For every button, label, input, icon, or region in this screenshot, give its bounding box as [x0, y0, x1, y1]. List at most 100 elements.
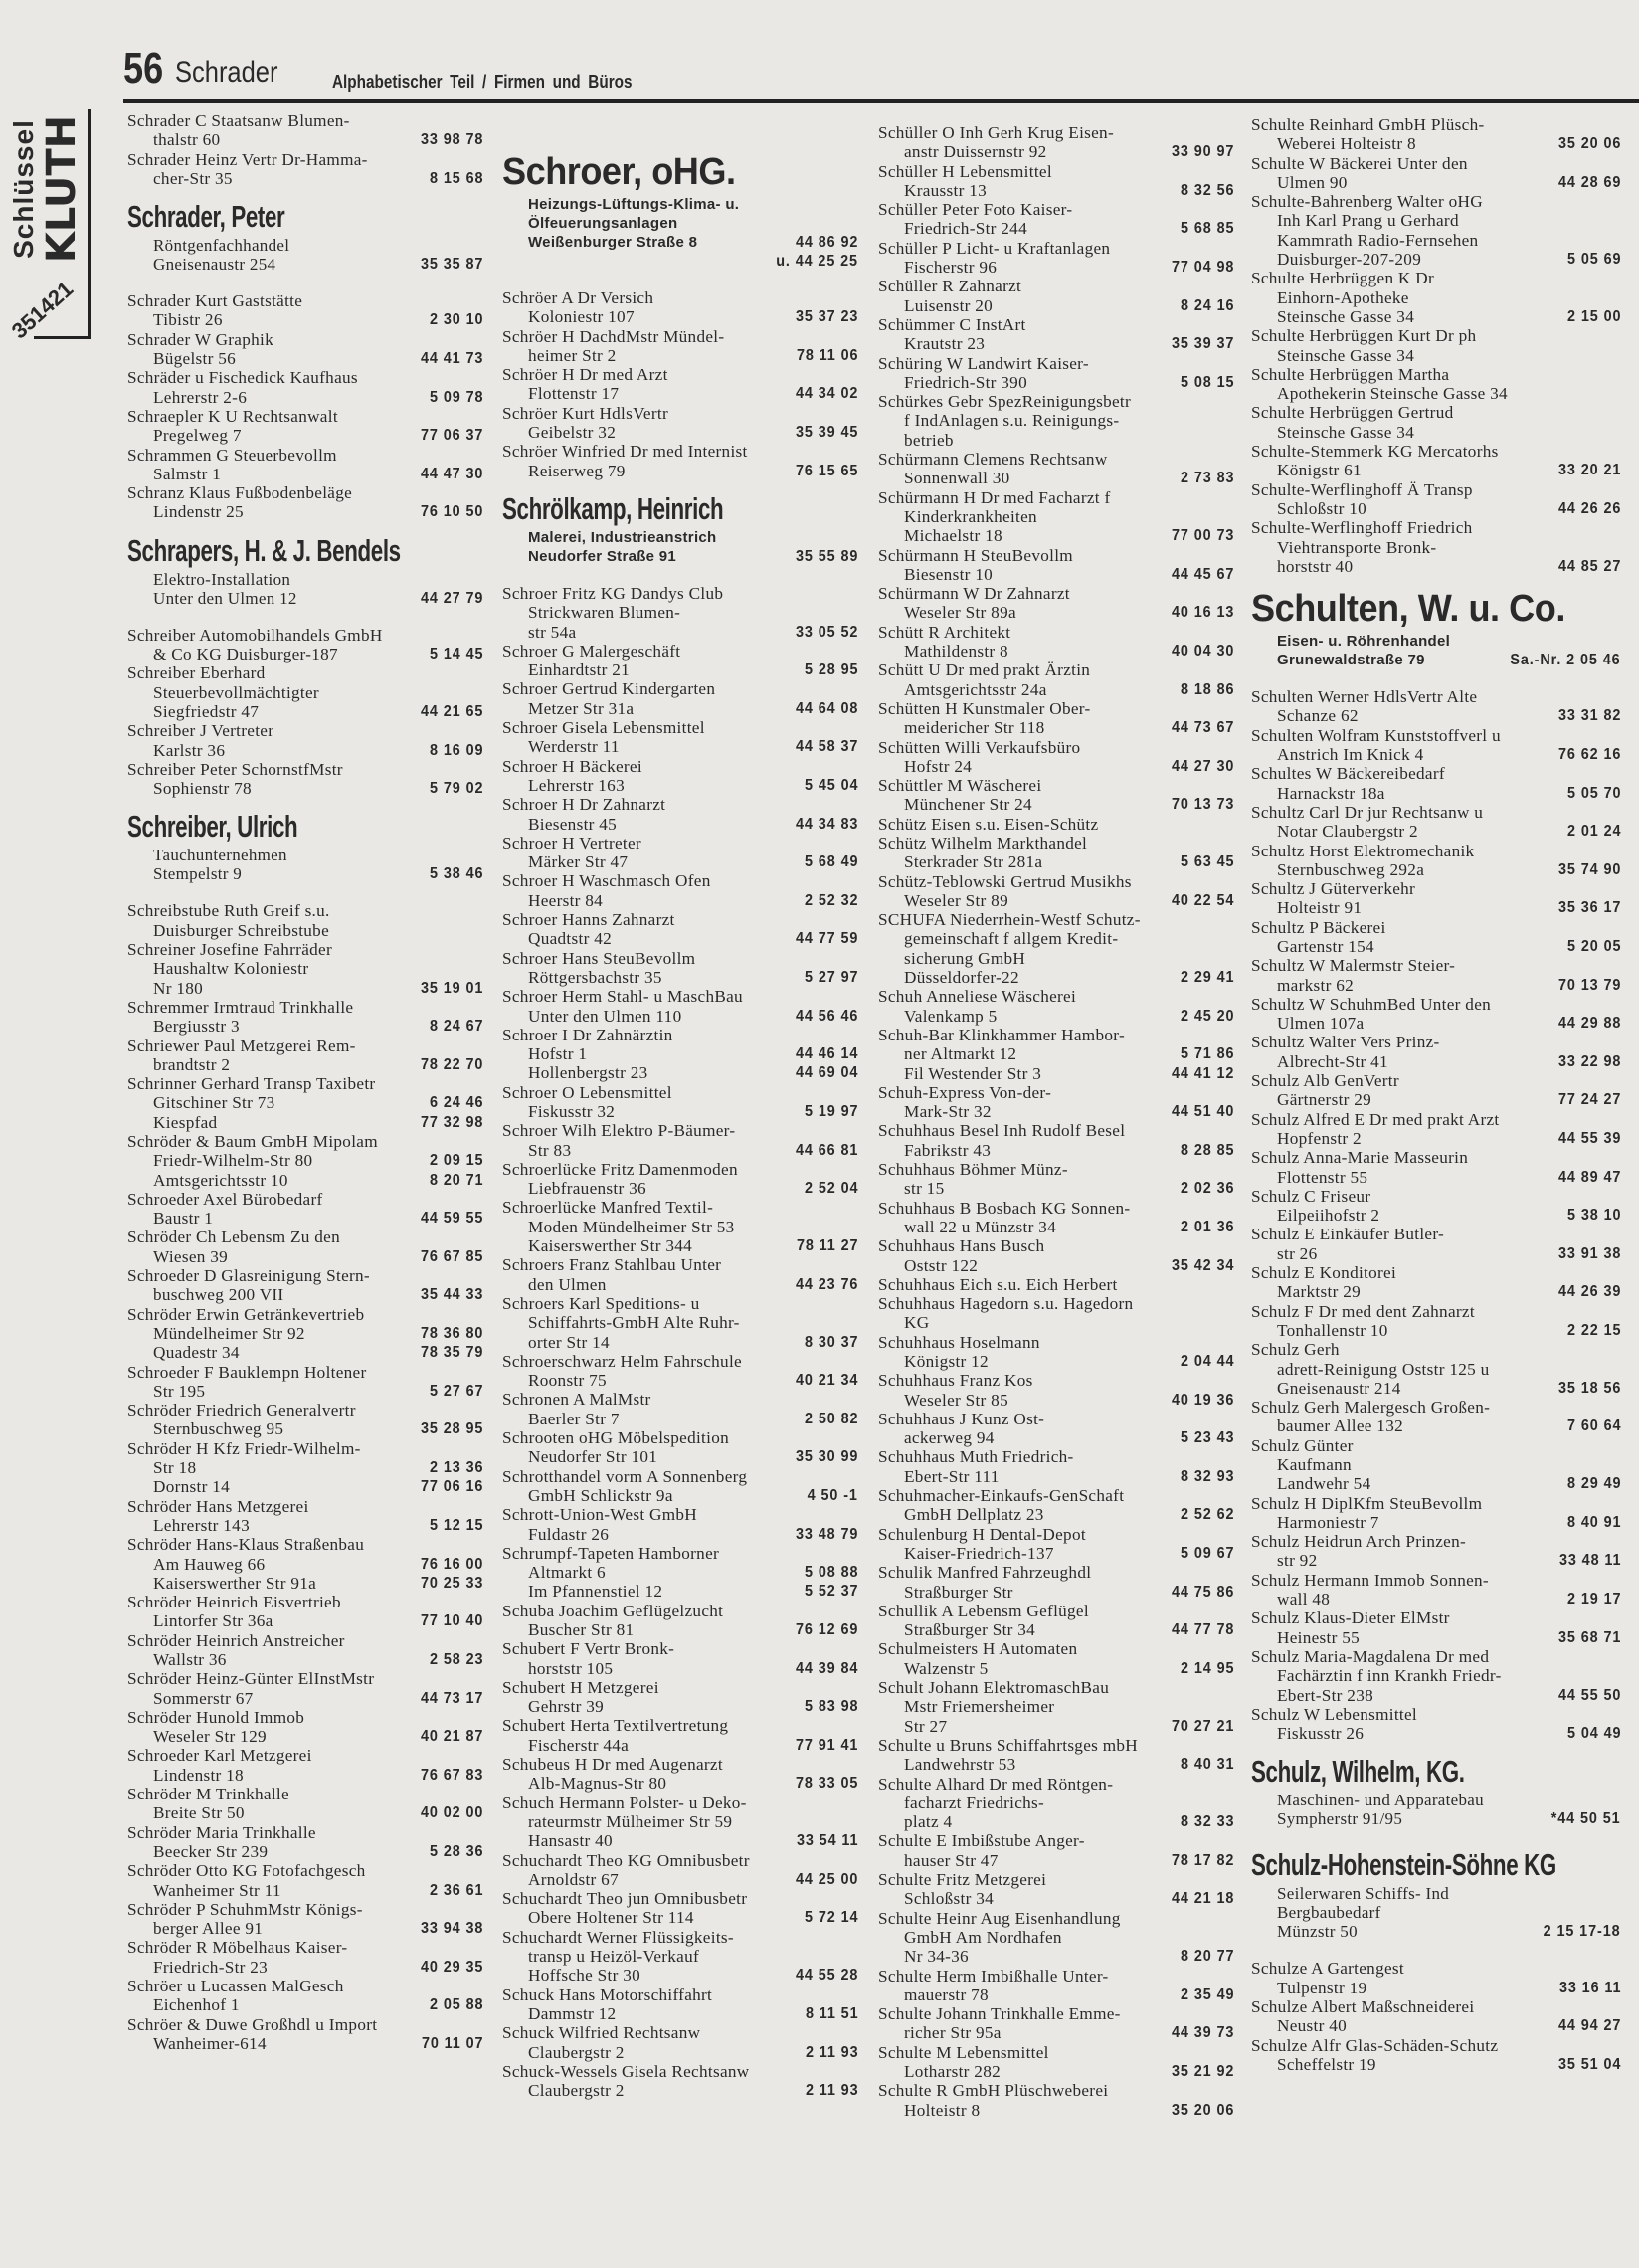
- listing-entry: Schröder Hunold Immob Weseler Str 129 40 2…: [127, 1708, 483, 1747]
- listing-text: Schroer G Malergeschäft: [502, 641, 681, 661]
- listing-text: meidericher Str 118: [904, 718, 1045, 738]
- listing-entry: Schreiner Josefine Fahrräder Haushaltw Ko…: [127, 940, 483, 998]
- phone-number: 76 16 00: [420, 1555, 483, 1573]
- phone-number: 35 20 06: [1171, 2101, 1234, 2119]
- listing-line: Schulten Werner HdlsVertr Alte: [1251, 687, 1621, 706]
- listing-text: Dornstr 14: [153, 1477, 230, 1497]
- listing-line: Schroeder Axel Bürobedarf: [127, 1190, 483, 1209]
- phone-number: 35 18 56: [1557, 1379, 1621, 1397]
- listing-text: Schrott-Union-West GmbH: [502, 1505, 697, 1525]
- listing-line: transp u Heizöl-Verkauf: [502, 1947, 858, 1966]
- listing-text: Schubert H Metzgerei: [502, 1677, 659, 1697]
- listing-text: Schultz W Malermstr Steier-: [1251, 956, 1456, 976]
- listing-text: Harmoniestr 7: [1277, 1512, 1379, 1532]
- listing-text: Heinestr 55: [1277, 1627, 1361, 1647]
- listing-text: Unter den Ulmen 12: [153, 588, 297, 608]
- listing-line: Schultz J Güterverkehr: [1251, 879, 1621, 898]
- listing-line: & Co KG Duisburger-187 5 14 45: [127, 645, 483, 663]
- listing-text: facharzt Friedrichs-: [904, 1793, 1045, 1812]
- listing-entry: Schubeus H Dr med Augenarzt Alb-Magnus-St…: [502, 1755, 858, 1794]
- listing-line: sicherung GmbH: [878, 949, 1234, 968]
- listing-line: Pregelweg 7 77 06 37: [127, 426, 483, 445]
- listing-line: Weseler Str 85 40 19 36: [878, 1391, 1234, 1410]
- listing-line: Schreiber Automobilhandels GmbH: [127, 626, 483, 645]
- listing-line: Schulte M Lebensmittel: [878, 2043, 1234, 2062]
- listing-text: Schreibstube Ruth Greif s.u.: [127, 901, 330, 921]
- listing-text: Kaiser-Friedrich-137: [904, 1543, 1054, 1563]
- listing-text: Schulze A Gartengest: [1251, 1959, 1404, 1979]
- listing-text: Biesenstr 45: [528, 814, 618, 834]
- listing-text: Münzstr 50: [1277, 1922, 1358, 1942]
- listing-text: Lotharstr 282: [904, 2061, 1001, 2081]
- listing-text: Weseler Str 129: [153, 1727, 267, 1747]
- listing-line: Schröder Hunold Immob: [127, 1708, 483, 1727]
- listing-text: Schulz Anna-Marie Masseurin: [1251, 1148, 1469, 1168]
- listing-text: Schröer Winfried Dr med Internist: [502, 442, 748, 462]
- phone-number: 33 48 11: [1558, 1552, 1621, 1570]
- listing-text: Schranz Klaus Fußbodenbeläge: [127, 483, 353, 503]
- listing-line: Weseler Str 89 40 22 54: [878, 891, 1234, 910]
- listing-text: Münchener Str 24: [904, 795, 1032, 815]
- listing-line: Schroer I Dr Zahnärztin: [502, 1026, 858, 1044]
- listing-text: Sonnenwall 30: [904, 469, 1010, 488]
- listing-text: wall 22 u Münzstr 34: [904, 1217, 1057, 1236]
- listing-line: den Ulmen 44 23 76: [502, 1275, 858, 1294]
- listing-text: Metzer Str 31a: [528, 698, 635, 718]
- listing-line: Ulmen 90 44 28 69: [1251, 173, 1621, 192]
- listing-line: Fiskusstr 32 5 19 97: [502, 1102, 858, 1121]
- listing-text: Schuhhaus Muth Friedrich-: [878, 1447, 1074, 1467]
- listing-text: horststr 105: [528, 1658, 614, 1678]
- listing-line: Schröder Friedrich Generalvertr: [127, 1401, 483, 1419]
- phone-number: 44 58 37: [795, 738, 858, 756]
- phone-number: 78 22 70: [420, 1055, 483, 1073]
- listing-text: Fuldastr 26: [528, 1524, 610, 1544]
- listing-text: heimer Str 2: [528, 345, 617, 365]
- listing-entry: Schuchardt Werner Flüssigkeits-transp u …: [502, 1928, 858, 1985]
- listing-entry: Schrader Kurt Gaststätte Tibistr 26 2 30 1…: [127, 291, 483, 330]
- listing-line: horststr 40 44 85 27: [1251, 557, 1621, 576]
- phone-number: 76 12 69: [795, 1621, 858, 1638]
- listing-entry: Schreibstube Ruth Greif s.u. Duisburger S…: [127, 901, 483, 940]
- listing-line: brandtstr 2 78 22 70: [127, 1055, 483, 1074]
- phone-number: 8 24 67: [429, 1018, 483, 1036]
- listing-line: richer Str 95a 44 39 73: [878, 2023, 1234, 2042]
- listing-line: Schröer H Dr med Arzt: [502, 365, 858, 384]
- listing-text: Hansastr 40: [528, 1831, 613, 1851]
- listing-text: Friedrich-Str 244: [904, 219, 1027, 239]
- listing-text: Fil Westender Str 3: [904, 1063, 1042, 1083]
- phone-number: 8 18 86: [1180, 680, 1234, 698]
- phone-number: 44 51 40: [1171, 1103, 1234, 1121]
- listing-line: Schröer H DachdMstr Mündel-: [502, 327, 858, 346]
- phone-number: 5 38 10: [1566, 1207, 1621, 1225]
- listing-line: Schuck Hans Motorschiffahrt: [502, 1985, 858, 2004]
- listing-entry: Schulte R GmbH Plüschweberei Holteistr 8 3…: [878, 2081, 1234, 2120]
- listing-text: Schüttler M Wäscherei: [878, 776, 1042, 796]
- logo-text-schluessel: Schlüssel: [8, 119, 39, 259]
- listing-line: Stempelstr 9 5 38 46: [127, 864, 483, 883]
- listing-text: Tibistr 26: [153, 310, 223, 330]
- listing-text: Schulz Heidrun Arch Prinzen-: [1251, 1532, 1467, 1552]
- phone-number: 44 21 65: [420, 702, 483, 720]
- listing-line: Schroeder F Bauklempn Holtener: [127, 1363, 483, 1382]
- listing-line: Schroer Gisela Lebensmittel: [502, 718, 858, 737]
- listing-line: Alb-Magnus-Str 80 78 33 05: [502, 1774, 858, 1793]
- listing-line: Kaiserswerther Str 344 78 11 27: [502, 1236, 858, 1255]
- listing-entry: Schulz H DiplKfm SteuBevollm Harmoniestr …: [1251, 1494, 1621, 1533]
- listing-entry: Schroerlücke Fritz Damenmoden Liebfrauens…: [502, 1160, 858, 1199]
- listing-line: Moden Mündelheimer Str 53: [502, 1218, 858, 1236]
- listing-line: Valenkamp 5 2 45 20: [878, 1007, 1234, 1026]
- phone-number: 77 32 98: [420, 1113, 483, 1131]
- listing-line: Schrammen G Steuerbevollm: [127, 446, 483, 465]
- phone-number: 5 68 49: [804, 853, 858, 871]
- listing-text: Schulte Heinr Aug Eisenhandlung: [878, 1908, 1121, 1928]
- listing-line: Dornstr 14 77 06 16: [127, 1477, 483, 1496]
- phone-number: 70 13 73: [1171, 796, 1234, 814]
- listing-entry: Schullik A Lebensm Geflügel Straßburger S…: [878, 1602, 1234, 1640]
- listing-text: Marktstr 29: [1277, 1282, 1361, 1302]
- listing-entry: Schröder Hans-Klaus Straßenbau Am Hauweg …: [127, 1535, 483, 1593]
- listing-text: Schröer H Dr med Arzt: [502, 365, 668, 385]
- listing-text: Schulte-Bahrenberg Walter oHG: [1251, 192, 1483, 212]
- listing-line: hauser Str 47 78 17 82: [878, 1851, 1234, 1870]
- listing-text: Schulte-Stemmerk KG Mercatorhs: [1251, 442, 1499, 462]
- listing-text: Fachärztin f inn Krankh Friedr-: [1277, 1666, 1502, 1686]
